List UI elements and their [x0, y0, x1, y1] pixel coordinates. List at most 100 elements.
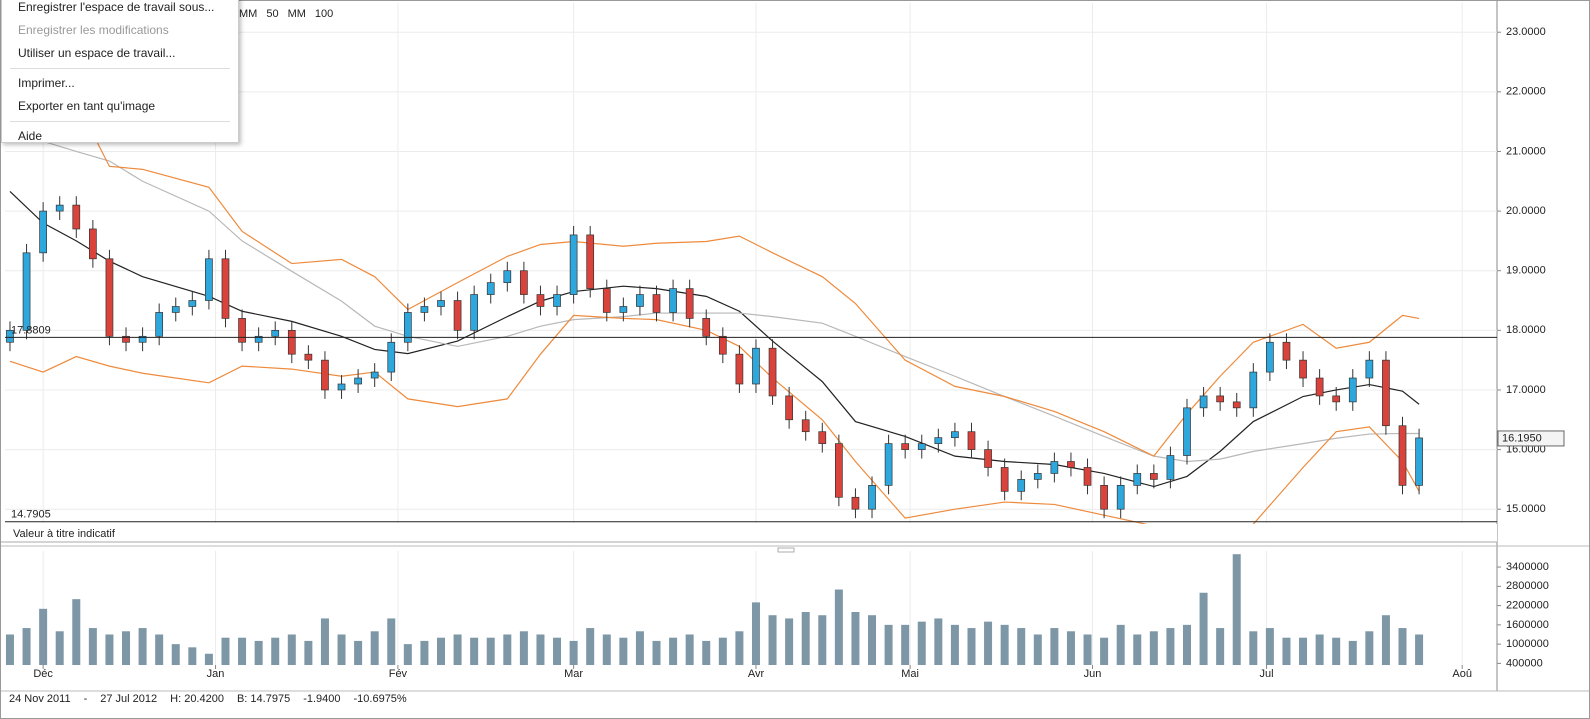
candle-body [354, 377, 362, 385]
volume-bar [884, 624, 893, 665]
volume-bar [536, 634, 545, 665]
y-tick-label: 3400000 [1506, 561, 1549, 573]
menu-item[interactable]: Exporter en tant qu'image [18, 99, 156, 113]
candle-body [1232, 401, 1241, 409]
volume-bar [204, 653, 213, 665]
candle-body [89, 228, 97, 260]
volume-bar [1232, 554, 1241, 665]
menu-item[interactable]: Enregistrer l'espace de travail sous... [18, 0, 215, 14]
candle-body [122, 335, 130, 343]
candle-body [669, 288, 677, 313]
candle-body [1067, 461, 1075, 468]
x-tick-label: Mai [901, 668, 919, 680]
volume-bar [22, 628, 31, 665]
candle-body [1199, 395, 1208, 409]
candle-body [619, 306, 628, 313]
candle-body [801, 419, 810, 433]
volume-bar [1216, 628, 1225, 665]
candle-body [718, 335, 727, 355]
volume-bar [221, 637, 230, 665]
x-tick-label: Aoû [1452, 668, 1472, 680]
candle-body [702, 318, 711, 337]
volume-bar [669, 637, 678, 665]
volume-bar [1017, 628, 1026, 665]
candle-body [1017, 479, 1026, 492]
volume-bar [917, 621, 926, 665]
volume-bar [1315, 634, 1324, 665]
candle-body [835, 443, 843, 498]
volume-bar [188, 647, 197, 665]
footer-text: 24 Nov 2011 [9, 693, 71, 705]
candle-body [403, 312, 412, 343]
candle-body [287, 329, 296, 355]
volume-bar [586, 628, 595, 665]
volume-bar [420, 640, 429, 665]
candle-body [1000, 467, 1009, 492]
candle-body [55, 204, 64, 212]
volume-bar [354, 640, 363, 665]
candle-body [1348, 377, 1357, 403]
volume-bar [1398, 628, 1407, 665]
y-tick-label: 16.0000 [1506, 443, 1546, 455]
y-tick-label: 1600000 [1506, 619, 1549, 631]
candle-body [1299, 359, 1307, 379]
y-tick-label: 21.0000 [1506, 145, 1546, 157]
legend-label: MM [239, 8, 257, 20]
volume-bar [5, 634, 14, 665]
volume-bar [39, 608, 48, 665]
candle-body [884, 443, 893, 486]
menu-item[interactable]: Imprimer... [18, 76, 75, 90]
legend-label: MM [288, 8, 306, 20]
volume-bar [1265, 628, 1274, 665]
volume-bar [1249, 631, 1258, 665]
candle-body [1166, 455, 1175, 480]
footer-text: B: 14.7975 [237, 693, 290, 705]
candle-body [254, 335, 263, 343]
volume-bar [818, 615, 827, 665]
candle-body [868, 485, 876, 510]
volume-bar [72, 599, 81, 665]
candle-body [188, 300, 197, 307]
volume-bar [238, 637, 247, 665]
y-tick-label: 17.0000 [1506, 384, 1546, 396]
candle-body [569, 234, 578, 295]
volume-bar [1133, 634, 1142, 665]
volume-bar [1199, 592, 1208, 665]
volume-bar [984, 621, 993, 665]
candle-body [138, 335, 147, 343]
x-tick-label: Déc [33, 668, 53, 680]
note: Valeur à titre indicatif [13, 528, 116, 540]
candle-body [1100, 485, 1108, 510]
volume-bar [1365, 631, 1374, 665]
footer-text: - [84, 693, 88, 705]
candle-body [1382, 359, 1390, 427]
footer-text: 27 Jul 2012 [100, 693, 157, 705]
legend-label: 100 [315, 8, 333, 20]
menu-item[interactable]: Utiliser un espace de travail... [18, 46, 176, 60]
volume-bar [320, 618, 329, 665]
candle-body [735, 353, 744, 385]
volume-bar [271, 637, 280, 665]
candle-body [453, 300, 462, 331]
candle-body [1266, 341, 1274, 373]
y-tick-label: 23.0000 [1506, 26, 1546, 38]
candle-body [1183, 407, 1191, 456]
candle-body [851, 496, 860, 510]
volume-bar [1033, 634, 1042, 665]
candle-body [785, 395, 793, 421]
volume-bar [1381, 615, 1390, 665]
candle-body [22, 252, 31, 331]
y-tick-label: 22.0000 [1506, 86, 1546, 98]
candle-body [553, 294, 561, 307]
menu-item[interactable]: Aide [18, 129, 43, 143]
volume-bar [851, 612, 860, 665]
volume-bar [88, 628, 97, 665]
candle-body [520, 270, 528, 295]
candle-body [752, 347, 760, 385]
volume-bar [470, 637, 479, 665]
candle-body [221, 258, 230, 319]
candle-body [337, 383, 346, 391]
volume-bar [652, 640, 661, 665]
volume-bar [1050, 628, 1059, 665]
